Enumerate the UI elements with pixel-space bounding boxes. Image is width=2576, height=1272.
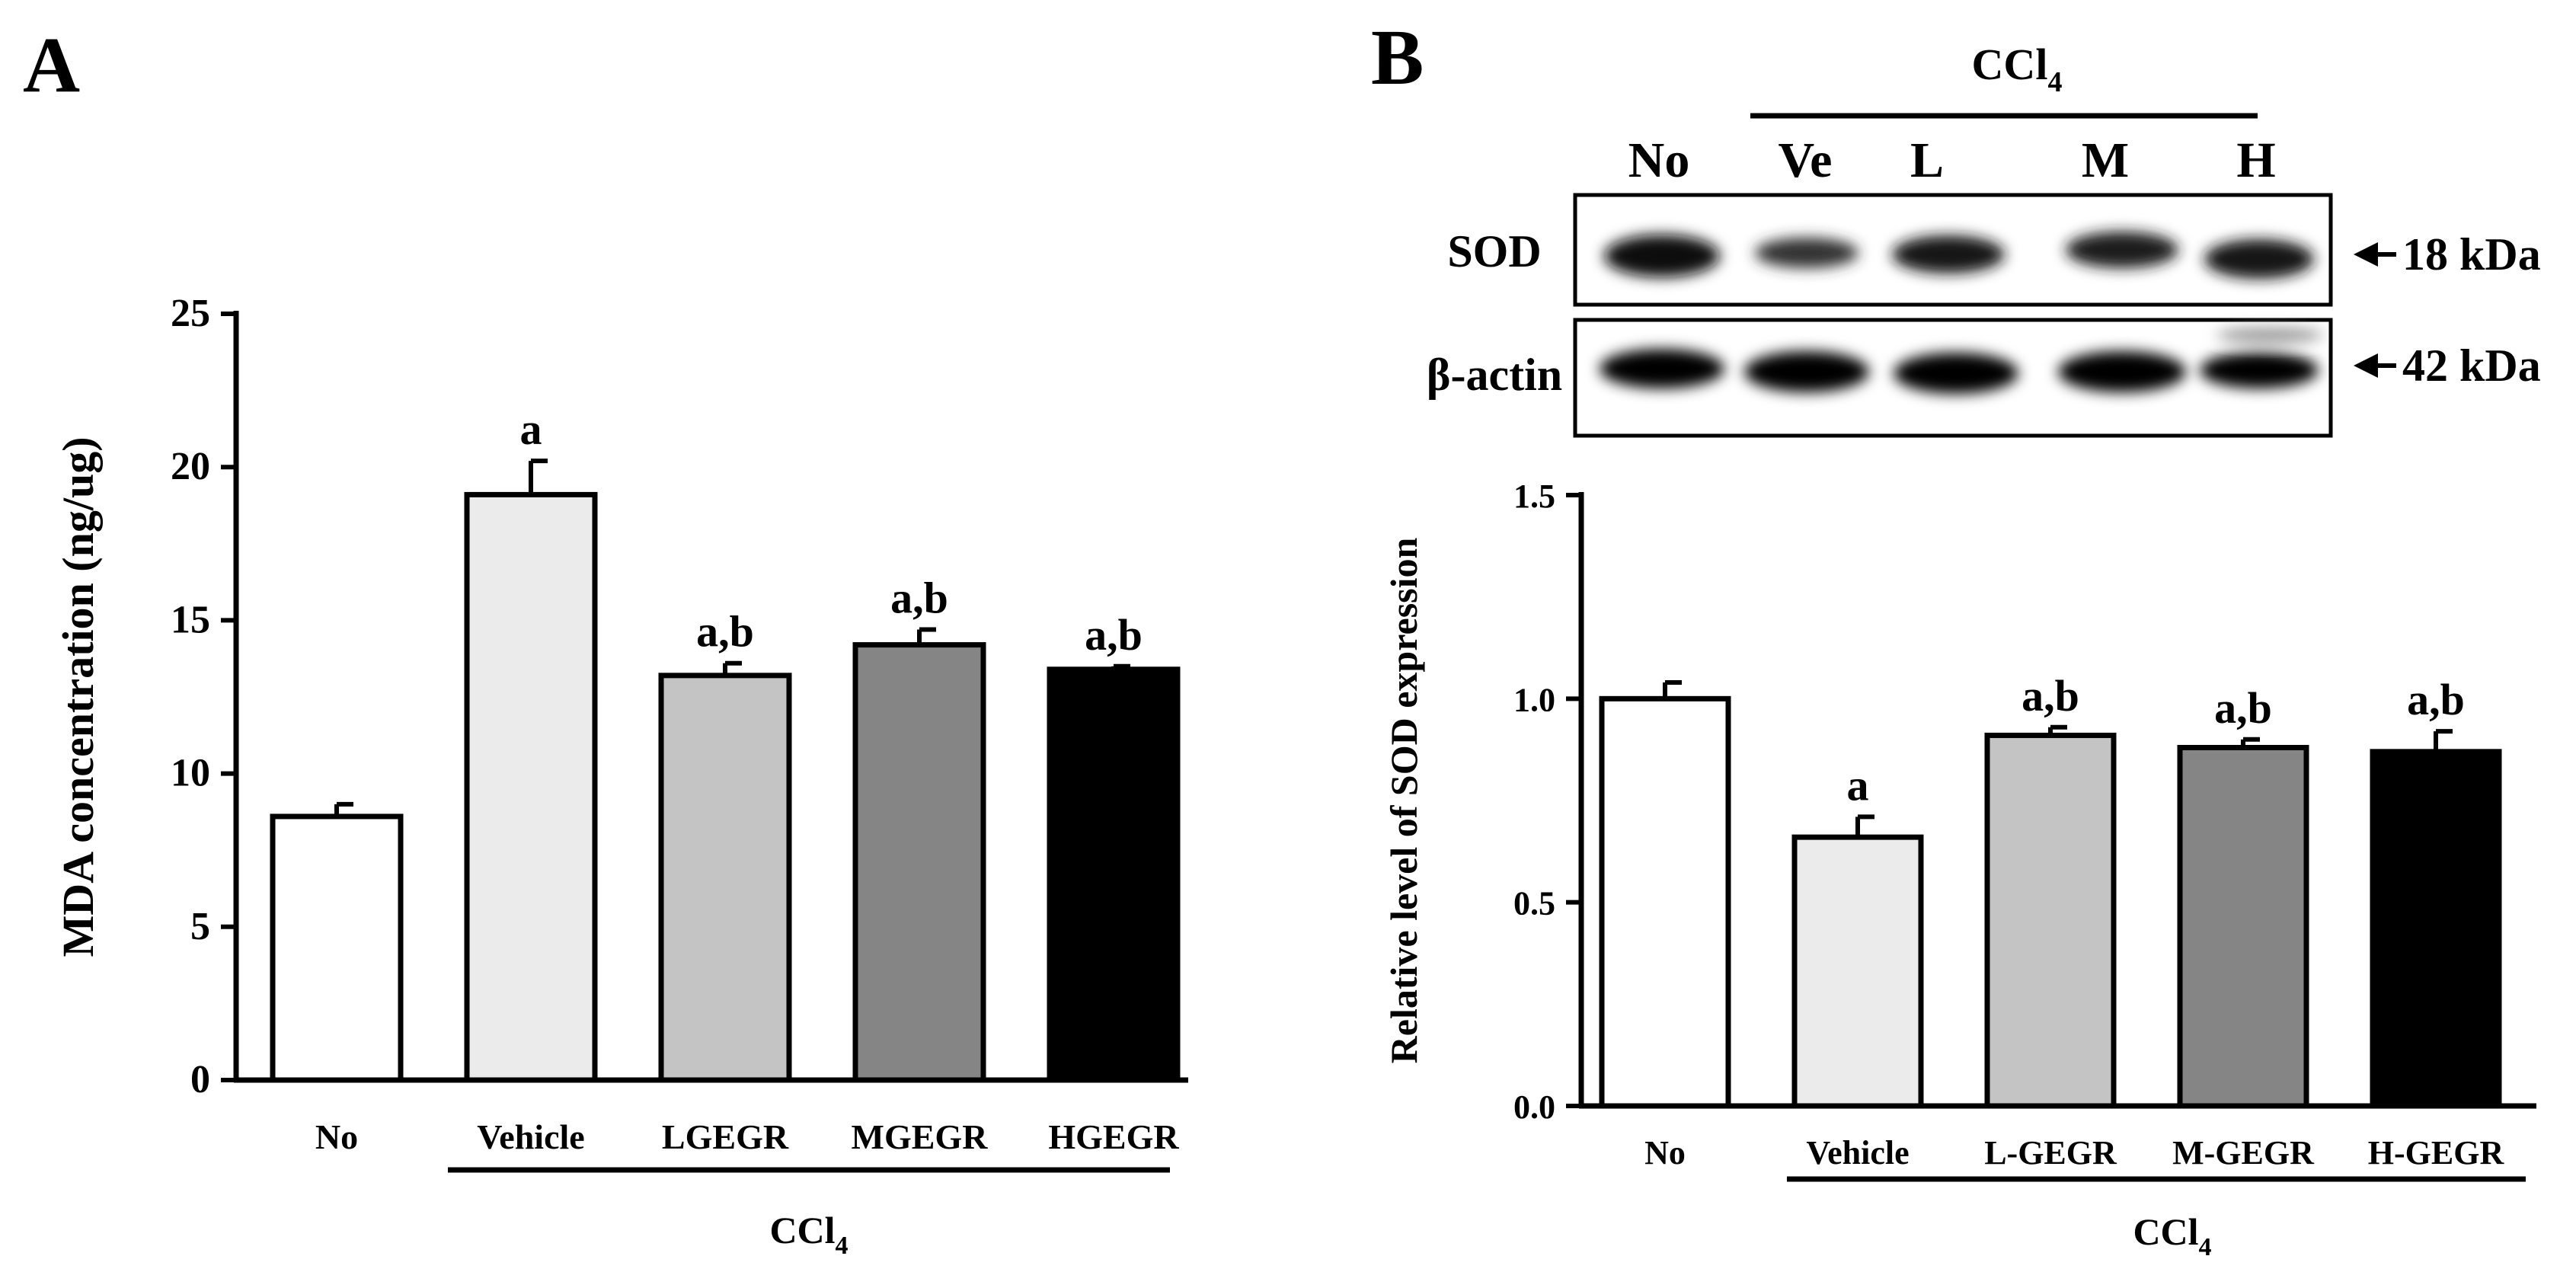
a-x-tick-label: Vehicle xyxy=(477,1117,584,1156)
b-bar xyxy=(2177,744,2309,1109)
a-y-tick-label: 5 xyxy=(190,905,210,948)
sod-band-l xyxy=(1892,235,2005,273)
b-y-tick-label: 0.5 xyxy=(1513,885,1555,922)
lane-label-ve: Ve xyxy=(1779,133,1833,188)
b-y-axis-title: Relative level of SOD expression xyxy=(1382,537,1425,1063)
lane-label-l: L xyxy=(1910,133,1944,188)
a-x-tick-label: MGEGR xyxy=(852,1117,989,1156)
b-bar xyxy=(1599,695,1731,1109)
actin-band-h xyxy=(2200,352,2319,388)
a-x-tick-label: HGEGR xyxy=(1048,1117,1179,1156)
a-x-tick-label: LGEGR xyxy=(662,1117,789,1156)
a-y-tick-label: 20 xyxy=(171,445,210,488)
b-y-tick-label: 0.0 xyxy=(1513,1088,1555,1126)
b-significance-label: a,b xyxy=(2021,671,2079,721)
panel-b-group-label: CCl4 xyxy=(2133,1210,2211,1261)
b-y-tick-label: 1.0 xyxy=(1513,681,1555,718)
b-bar xyxy=(1791,834,1924,1109)
a-bar xyxy=(464,491,598,1083)
actin-band-l xyxy=(1894,353,2018,394)
b-bar xyxy=(2370,749,2502,1109)
sod-size-label: 18 kDa xyxy=(2402,229,2541,280)
a-y-tick-label: 0 xyxy=(190,1058,210,1101)
panel-b-letter: B xyxy=(1371,14,1424,101)
blot-row-label-sod: SOD xyxy=(1447,226,1541,276)
actin-band-ve xyxy=(1744,351,1869,392)
b-x-tick-label: Vehicle xyxy=(1806,1134,1909,1171)
actin-size-label: 42 kDa xyxy=(2402,340,2541,391)
a-x-tick-label: No xyxy=(315,1117,358,1156)
a-y-tick-label: 10 xyxy=(171,752,210,795)
chart-b: 0.0 0.5 1.0 1.5 Relative level of SOD expres… xyxy=(1382,478,2536,1171)
blot-group-label: CCl4 xyxy=(1972,40,2063,98)
panel-a-group-label: CCl4 xyxy=(769,1209,848,1260)
actin-band-no xyxy=(1600,349,1724,388)
a-significance-label: a xyxy=(520,404,542,454)
b-y-tick-label: 1.5 xyxy=(1513,478,1555,515)
actin-band-h-faint xyxy=(2216,328,2323,343)
chart-a: 0 5 10 15 20 25 MDA concentration (ng/ug) No a Ve… xyxy=(53,292,1188,1156)
a-significance-label: a,b xyxy=(696,607,754,657)
a-bar xyxy=(852,642,986,1083)
b-x-tick-label: No xyxy=(1644,1134,1686,1171)
sod-band-ve xyxy=(1755,238,1858,268)
sod-band-m xyxy=(2066,232,2178,268)
lane-label-no: No xyxy=(1628,133,1690,188)
a-y-tick-label: 15 xyxy=(171,598,210,641)
actin-band-m xyxy=(2058,351,2186,392)
b-significance-label: a,b xyxy=(2407,675,2465,724)
b-significance-label: a,b xyxy=(2214,683,2272,733)
a-significance-label: a,b xyxy=(890,573,948,622)
actin-arrow-icon xyxy=(2354,353,2378,378)
lane-label-m: M xyxy=(2082,133,2129,188)
sod-band-h xyxy=(2204,239,2314,279)
blot-row-label-actin: β-actin xyxy=(1427,350,1562,400)
sod-band-no xyxy=(1604,235,1720,277)
b-bar xyxy=(1984,732,2117,1109)
a-y-axis-title: MDA concentration (ng/ug) xyxy=(53,436,103,957)
actin-bands xyxy=(1600,328,2323,394)
a-y-tick-label: 25 xyxy=(171,292,210,335)
b-x-tick-label: L-GEGR xyxy=(1984,1134,2117,1171)
b-x-tick-label: H-GEGR xyxy=(2368,1134,2505,1171)
b-x-tick-label: M-GEGR xyxy=(2172,1134,2315,1171)
lane-label-h: H xyxy=(2236,133,2275,188)
a-bar xyxy=(270,813,404,1083)
sod-arrow-icon xyxy=(2354,242,2378,267)
sod-bands xyxy=(1604,232,2314,279)
a-bar xyxy=(1047,666,1181,1083)
b-significance-label: a xyxy=(1847,760,1869,810)
a-significance-label: a,b xyxy=(1085,610,1143,660)
a-bar xyxy=(658,673,792,1083)
panel-a-letter: A xyxy=(23,21,80,109)
